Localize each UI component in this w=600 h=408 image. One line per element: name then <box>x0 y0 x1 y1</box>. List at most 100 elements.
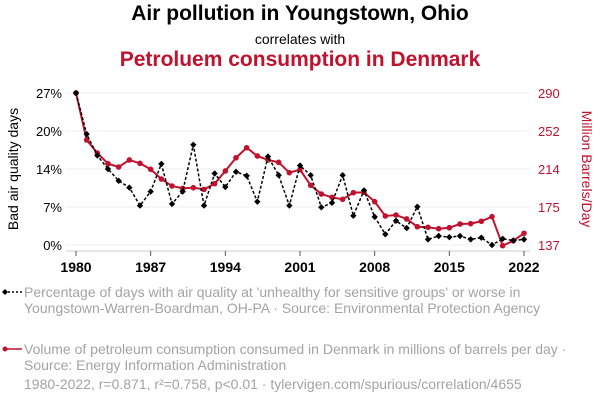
legend-swatch-solid-icon <box>2 346 22 352</box>
data-point-air-pollution <box>307 171 314 179</box>
data-point-petroleum <box>211 180 218 187</box>
data-point-petroleum <box>350 189 357 196</box>
data-point-petroleum <box>403 216 410 222</box>
data-point-petroleum <box>425 224 431 231</box>
legend-swatch-dashed-icon <box>2 289 22 295</box>
x-tick-label: 1980 <box>60 259 91 275</box>
data-point-petroleum <box>233 154 239 161</box>
data-point-air-pollution <box>446 233 453 241</box>
chart-svg: 0% 137 7% 175 14% 214 20% 252 27% 290 1980 1987 1994… <box>5 86 595 275</box>
data-point-petroleum <box>158 176 165 182</box>
data-point-petroleum <box>371 198 378 205</box>
data-point-air-pollution <box>211 170 218 177</box>
data-point-air-pollution <box>94 152 101 159</box>
data-point-petroleum <box>286 169 293 176</box>
data-point-air-pollution <box>275 171 282 179</box>
data-point-petroleum <box>307 182 314 189</box>
data-point-petroleum <box>382 213 389 219</box>
data-point-petroleum <box>169 183 175 189</box>
data-point-air-pollution <box>286 202 293 209</box>
y-left-tick-label: 7% <box>43 200 62 215</box>
data-point-air-pollution <box>371 213 378 221</box>
axes: 0% 137 7% 175 14% 214 20% 252 27% 290 1980 1987 1994… <box>36 86 560 275</box>
data-point-air-pollution <box>360 187 368 194</box>
data-point-air-pollution <box>136 202 144 209</box>
data-point-petroleum <box>115 164 122 170</box>
legend-item-petroleum: Volume of petroleum consumption consumed… <box>0 341 600 373</box>
data-point-air-pollution <box>232 168 240 176</box>
data-point-air-pollution <box>72 89 80 97</box>
x-tick-label: 2022 <box>508 259 539 275</box>
data-point-petroleum <box>222 168 229 174</box>
data-point-air-pollution <box>190 141 197 148</box>
data-point-air-pollution <box>158 160 165 168</box>
data-point-petroleum <box>489 213 495 220</box>
data-point-petroleum <box>190 184 197 191</box>
data-point-petroleum <box>105 160 111 167</box>
data-point-petroleum <box>318 191 325 197</box>
data-point-air-pollution <box>83 130 90 138</box>
data-point-air-pollution <box>222 183 229 191</box>
y-right-tick-label: 252 <box>538 124 560 139</box>
chart-title-secondary: Petroluem consumption in Denmark <box>119 48 481 71</box>
legend-item-air-pollution: Percentage of days with air quality at '… <box>0 284 600 316</box>
data-point-air-pollution <box>467 236 474 243</box>
y-right-tick-label: 214 <box>538 162 560 177</box>
data-point-petroleum <box>521 230 527 237</box>
data-point-air-pollution <box>350 212 357 219</box>
data-point-air-pollution <box>510 237 517 244</box>
data-point-petroleum <box>254 153 261 159</box>
data-point-air-pollution <box>126 184 133 191</box>
data-point-air-pollution <box>488 241 496 249</box>
data-point-air-pollution <box>296 162 304 169</box>
data-point-air-pollution <box>456 232 464 240</box>
series-air-pollution <box>72 89 528 249</box>
correlation-stats: 1980-2022, r=0.871, r²=0.758, p<0.01 · t… <box>24 376 522 392</box>
data-point-air-pollution <box>254 198 261 205</box>
data-point-petroleum <box>83 137 90 143</box>
data-point-petroleum <box>446 224 453 231</box>
data-point-air-pollution <box>243 172 250 179</box>
chart-subtitle: correlates with <box>254 31 346 47</box>
data-point-petroleum <box>243 144 250 151</box>
data-point-petroleum <box>478 218 485 225</box>
data-point-petroleum <box>467 220 474 227</box>
legend-label-petroleum: Volume of petroleum consumption consumed… <box>24 341 567 373</box>
data-point-air-pollution <box>382 231 389 238</box>
x-tick-label: 1994 <box>210 259 241 275</box>
chart-title: Air pollution in Youngstown, Ohio <box>131 2 469 25</box>
data-point-petroleum <box>201 186 207 193</box>
data-point-petroleum <box>435 225 442 232</box>
data-point-petroleum <box>147 166 154 173</box>
gridlines <box>66 92 530 246</box>
y-right-tick-label: 137 <box>538 238 560 253</box>
data-point-petroleum <box>499 242 506 249</box>
data-point-air-pollution <box>147 188 154 195</box>
data-point-air-pollution <box>115 177 122 185</box>
y-right-tick-label: 290 <box>538 86 560 101</box>
x-tick-label: 2015 <box>434 259 465 275</box>
x-tick-label: 2008 <box>359 259 390 275</box>
data-point-petroleum <box>275 159 282 166</box>
x-tick-label: 1987 <box>135 259 166 275</box>
data-point-petroleum <box>393 212 399 218</box>
legend-label-air-pollution: Percentage of days with air quality at '… <box>24 284 541 316</box>
y-left-tick-label: 20% <box>36 124 62 139</box>
data-point-air-pollution <box>499 235 506 243</box>
data-point-petroleum <box>339 196 346 203</box>
data-point-air-pollution <box>179 188 186 195</box>
data-point-air-pollution <box>328 199 336 206</box>
data-point-air-pollution <box>520 236 528 243</box>
y-left-tick-label: 14% <box>36 162 62 177</box>
x-tick-label: 2001 <box>284 259 315 275</box>
data-point-air-pollution <box>318 204 325 211</box>
data-point-air-pollution <box>392 217 400 224</box>
data-point-air-pollution <box>264 153 272 160</box>
y-left-tick-label: 0% <box>43 238 62 253</box>
data-point-air-pollution <box>168 200 176 208</box>
data-point-petroleum <box>126 157 133 163</box>
y-axis-label-left: Bad air quality days <box>5 108 21 230</box>
data-point-air-pollution <box>339 171 346 179</box>
data-point-air-pollution <box>424 236 432 243</box>
data-point-petroleum <box>414 223 421 230</box>
